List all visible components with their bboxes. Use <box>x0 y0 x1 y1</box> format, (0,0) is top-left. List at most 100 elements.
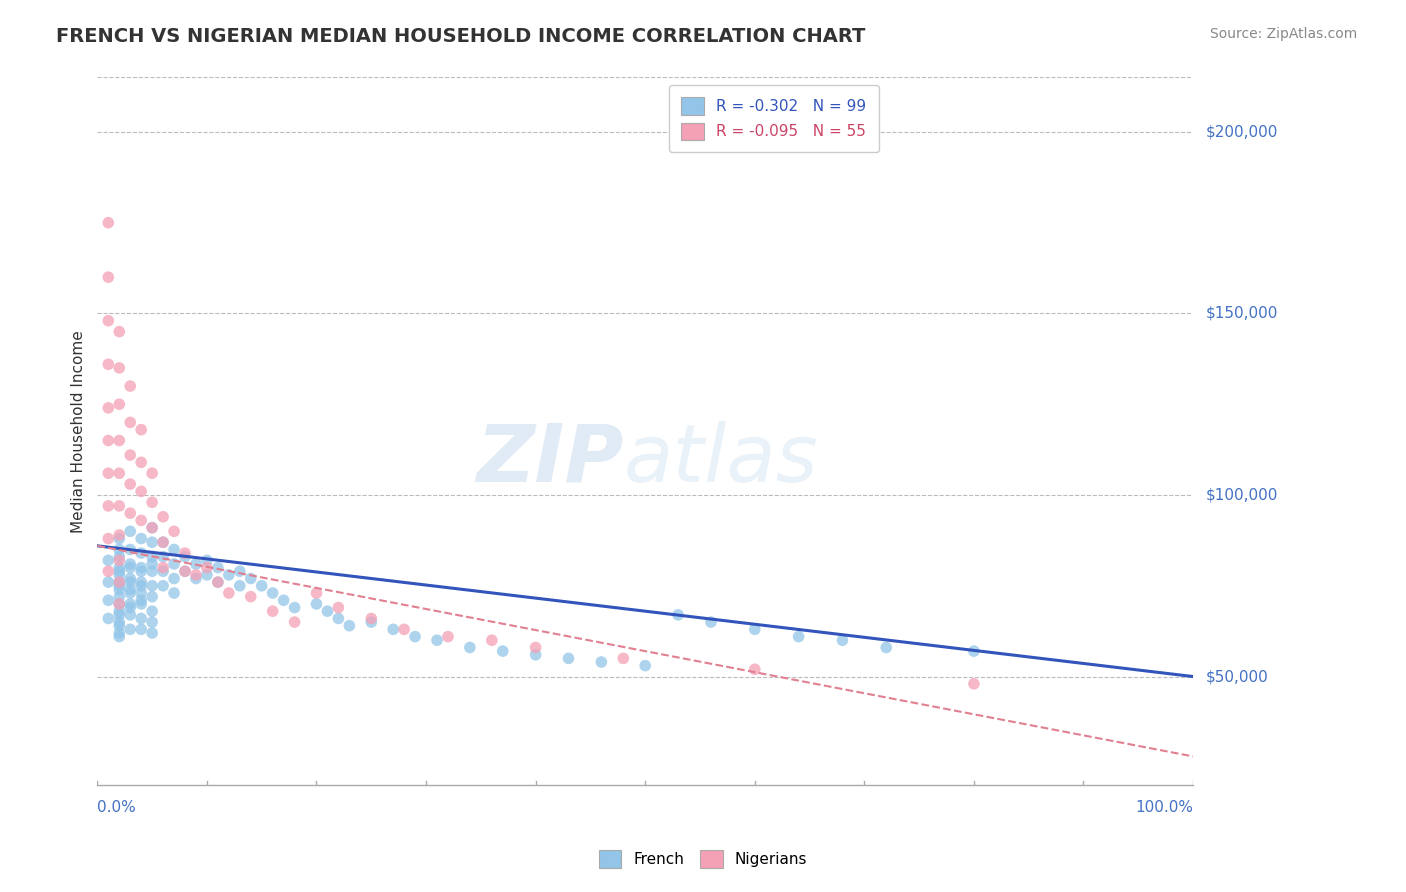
Point <box>97 467 120 481</box>
Text: ZIP: ZIP <box>475 421 623 499</box>
Point <box>97 532 120 546</box>
Point <box>97 593 120 607</box>
Point <box>108 467 131 481</box>
Point <box>666 607 689 622</box>
Text: $100,000: $100,000 <box>1206 488 1278 502</box>
Point <box>108 528 131 542</box>
Point <box>152 549 174 564</box>
Point <box>120 572 142 586</box>
Point <box>174 564 197 578</box>
Point <box>744 623 766 637</box>
Point <box>108 597 131 611</box>
Point <box>120 524 142 539</box>
Point <box>129 532 152 546</box>
Point <box>152 509 174 524</box>
Point <box>141 626 163 640</box>
Point <box>97 357 120 371</box>
Point <box>174 546 197 560</box>
Point <box>129 560 152 574</box>
Point <box>229 579 252 593</box>
Point <box>120 607 142 622</box>
Point <box>337 618 360 632</box>
Point <box>108 582 131 597</box>
Point <box>108 615 131 629</box>
Point <box>262 586 284 600</box>
Point <box>163 586 186 600</box>
Point <box>557 651 579 665</box>
Point <box>316 604 339 618</box>
Point <box>163 524 186 539</box>
Point <box>120 623 142 637</box>
Point <box>108 499 131 513</box>
Point <box>108 532 131 546</box>
Point <box>108 604 131 618</box>
Point <box>229 564 252 578</box>
Point <box>97 611 120 625</box>
Point <box>97 434 120 448</box>
Point <box>108 542 131 557</box>
Text: atlas: atlas <box>623 421 818 499</box>
Point <box>97 564 120 578</box>
Point <box>108 607 131 622</box>
Point <box>481 633 503 648</box>
Point <box>141 467 163 481</box>
Point <box>963 644 986 658</box>
Point <box>184 567 207 582</box>
Point <box>120 477 142 491</box>
Point <box>120 600 142 615</box>
Point <box>108 590 131 604</box>
Point <box>458 640 481 655</box>
Point <box>108 360 131 375</box>
Point <box>195 567 218 582</box>
Point <box>174 564 197 578</box>
Point <box>284 615 307 629</box>
Point <box>129 513 152 527</box>
Point <box>129 484 152 499</box>
Point <box>129 575 152 590</box>
Point <box>141 579 163 593</box>
Point <box>97 575 120 590</box>
Point <box>207 575 229 590</box>
Point <box>120 542 142 557</box>
Text: Source: ZipAtlas.com: Source: ZipAtlas.com <box>1209 27 1357 41</box>
Point <box>120 557 142 571</box>
Text: $150,000: $150,000 <box>1206 306 1278 321</box>
Text: 0.0%: 0.0% <box>97 800 136 815</box>
Point <box>108 553 131 567</box>
Point <box>108 325 131 339</box>
Legend: R = -0.302   N = 99, R = -0.095   N = 55: R = -0.302 N = 99, R = -0.095 N = 55 <box>669 85 879 153</box>
Point <box>195 560 218 574</box>
Point <box>141 521 163 535</box>
Point <box>328 611 350 625</box>
Point <box>360 615 382 629</box>
Point <box>120 586 142 600</box>
Point <box>120 506 142 520</box>
Point <box>184 572 207 586</box>
Point <box>108 560 131 574</box>
Point <box>129 597 152 611</box>
Text: $50,000: $50,000 <box>1206 669 1270 684</box>
Point <box>239 590 262 604</box>
Point <box>787 630 810 644</box>
Point <box>97 216 120 230</box>
Point <box>141 495 163 509</box>
Point <box>108 575 131 590</box>
Point <box>141 535 163 549</box>
Point <box>305 597 328 611</box>
Point <box>120 448 142 462</box>
Point <box>108 626 131 640</box>
Point <box>108 564 131 578</box>
Point <box>108 549 131 564</box>
Point <box>141 590 163 604</box>
Text: $200,000: $200,000 <box>1206 124 1278 139</box>
Point <box>163 572 186 586</box>
Point <box>305 586 328 600</box>
Text: 100.0%: 100.0% <box>1135 800 1194 815</box>
Point <box>129 623 152 637</box>
Point <box>108 597 131 611</box>
Point <box>97 401 120 415</box>
Point <box>382 623 405 637</box>
Point <box>492 644 515 658</box>
Point <box>524 640 547 655</box>
Point <box>404 630 426 644</box>
